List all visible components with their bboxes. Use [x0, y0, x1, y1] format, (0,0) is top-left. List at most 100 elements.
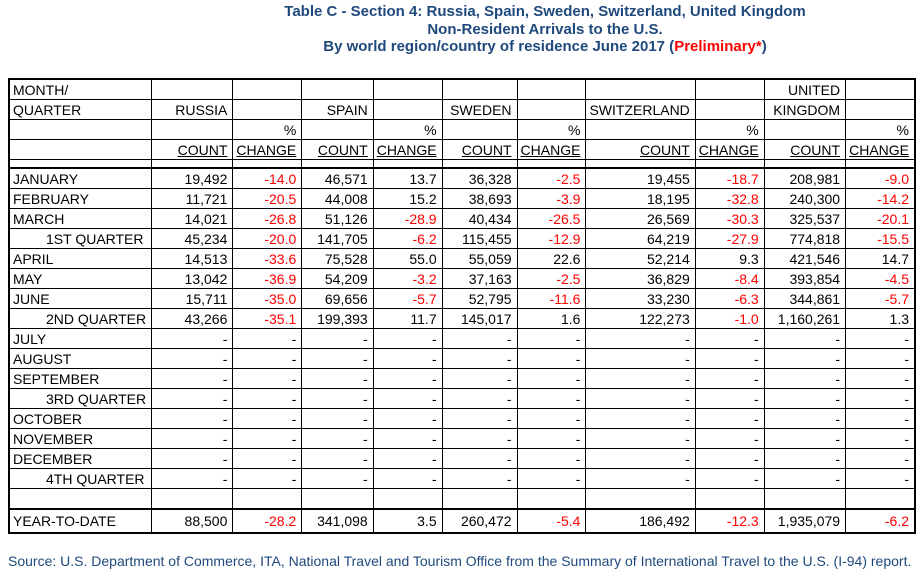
count-header-0: COUNT: [151, 139, 234, 160]
data-cell: -: [151, 448, 234, 469]
data-cell: -: [845, 348, 916, 369]
country-header-line1-0: [151, 78, 234, 100]
data-cell: -5.7: [845, 288, 916, 309]
data-cell: -5.7: [372, 288, 443, 309]
data-cell: -: [151, 428, 234, 449]
data-cell: -: [372, 368, 443, 389]
data-cell: 33,230: [585, 288, 696, 309]
data-cell: -6.2: [372, 228, 443, 249]
data-cell: -: [301, 328, 374, 349]
data-cell: 51,126: [301, 208, 374, 229]
data-cell: 36,829: [585, 268, 696, 289]
data-cell: 421,546: [763, 248, 847, 269]
row-label: JANUARY: [8, 167, 153, 189]
data-cell: 55.0: [372, 248, 443, 269]
header-empty: [372, 78, 443, 100]
data-cell: 393,854: [763, 268, 847, 289]
data-cell: 54,209: [301, 268, 374, 289]
spacer-cell: [441, 488, 518, 510]
data-cell: -28.9: [372, 208, 443, 229]
data-cell: 14.7: [845, 248, 916, 269]
row-label: DECEMBER: [8, 448, 153, 469]
header-thin-spacer: [301, 159, 374, 169]
data-cell: -20.5: [232, 188, 303, 209]
data-cell: -: [845, 448, 916, 469]
country-header-line1-4: UNITED: [763, 78, 847, 100]
data-cell: -: [845, 388, 916, 409]
data-cell: -: [232, 428, 303, 449]
count-header-4: COUNT: [763, 139, 847, 160]
data-cell: -: [516, 448, 587, 469]
data-cell: 199,393: [301, 308, 374, 329]
data-cell: -: [694, 388, 765, 409]
row-label: OCTOBER: [8, 408, 153, 429]
row-label: 1ST QUARTER: [8, 228, 153, 249]
header-empty: [301, 119, 374, 140]
header-empty: [232, 78, 303, 100]
country-header-line1-2: [441, 78, 518, 100]
data-cell: 1,160,261: [763, 308, 847, 329]
data-cell: -33.6: [232, 248, 303, 269]
row-label: 3RD QUARTER: [8, 388, 153, 409]
data-cell: -: [301, 368, 374, 389]
data-cell: -: [763, 428, 847, 449]
data-cell: -18.7: [694, 167, 765, 189]
data-cell: 26,569: [585, 208, 696, 229]
change-header-4: CHANGE: [845, 139, 916, 160]
data-cell: -: [301, 388, 374, 409]
header-thin-spacer: [8, 159, 153, 169]
header-empty: [372, 99, 443, 120]
data-cell: 52,214: [585, 248, 696, 269]
ytd-cell: 341,098: [301, 508, 374, 534]
data-cell: 40,434: [441, 208, 518, 229]
data-cell: -26.5: [516, 208, 587, 229]
title-line3: By world region/country of residence Jun…: [180, 38, 910, 56]
spacer-cell: [845, 488, 916, 510]
data-cell: 9.3: [694, 248, 765, 269]
data-cell: -: [585, 408, 696, 429]
row-label: 2ND QUARTER: [8, 308, 153, 329]
data-cell: -20.0: [232, 228, 303, 249]
data-cell: -: [516, 468, 587, 489]
country-header-line2-0: RUSSIA: [151, 99, 234, 120]
ytd-cell: 186,492: [585, 508, 696, 534]
data-cell: -: [301, 468, 374, 489]
data-cell: 37,163: [441, 268, 518, 289]
spacer-cell: [301, 488, 374, 510]
pct-header-3: %: [694, 119, 765, 140]
pct-header-2: %: [516, 119, 587, 140]
data-cell: -: [516, 428, 587, 449]
data-cell: 115,455: [441, 228, 518, 249]
country-header-line1-3: [585, 78, 696, 100]
data-cell: -: [845, 368, 916, 389]
data-cell: -: [516, 388, 587, 409]
data-cell: 145,017: [441, 308, 518, 329]
data-cell: -: [232, 448, 303, 469]
header-thin-spacer: [232, 159, 303, 169]
data-cell: 52,795: [441, 288, 518, 309]
data-cell: 46,571: [301, 167, 374, 189]
data-cell: -: [694, 408, 765, 429]
data-cell: -35.0: [232, 288, 303, 309]
data-cell: -: [301, 348, 374, 369]
data-cell: -: [763, 368, 847, 389]
data-cell: -: [763, 328, 847, 349]
data-cell: 14,513: [151, 248, 234, 269]
data-cell: -35.1: [232, 308, 303, 329]
data-cell: -: [372, 348, 443, 369]
data-cell: -: [151, 368, 234, 389]
data-cell: -: [694, 348, 765, 369]
header-thin-spacer: [151, 159, 234, 169]
spacer-cell: [516, 488, 587, 510]
data-cell: -: [151, 328, 234, 349]
data-cell: -: [372, 408, 443, 429]
data-cell: -: [441, 328, 518, 349]
data-cell: 22.6: [516, 248, 587, 269]
data-cell: -14.2: [845, 188, 916, 209]
ytd-cell: 88,500: [151, 508, 234, 534]
corner-header-quarter: QUARTER: [8, 99, 153, 120]
data-cell: -: [694, 448, 765, 469]
data-cell: -30.3: [694, 208, 765, 229]
country-header-line2-1: SPAIN: [301, 99, 374, 120]
data-cell: -: [372, 328, 443, 349]
